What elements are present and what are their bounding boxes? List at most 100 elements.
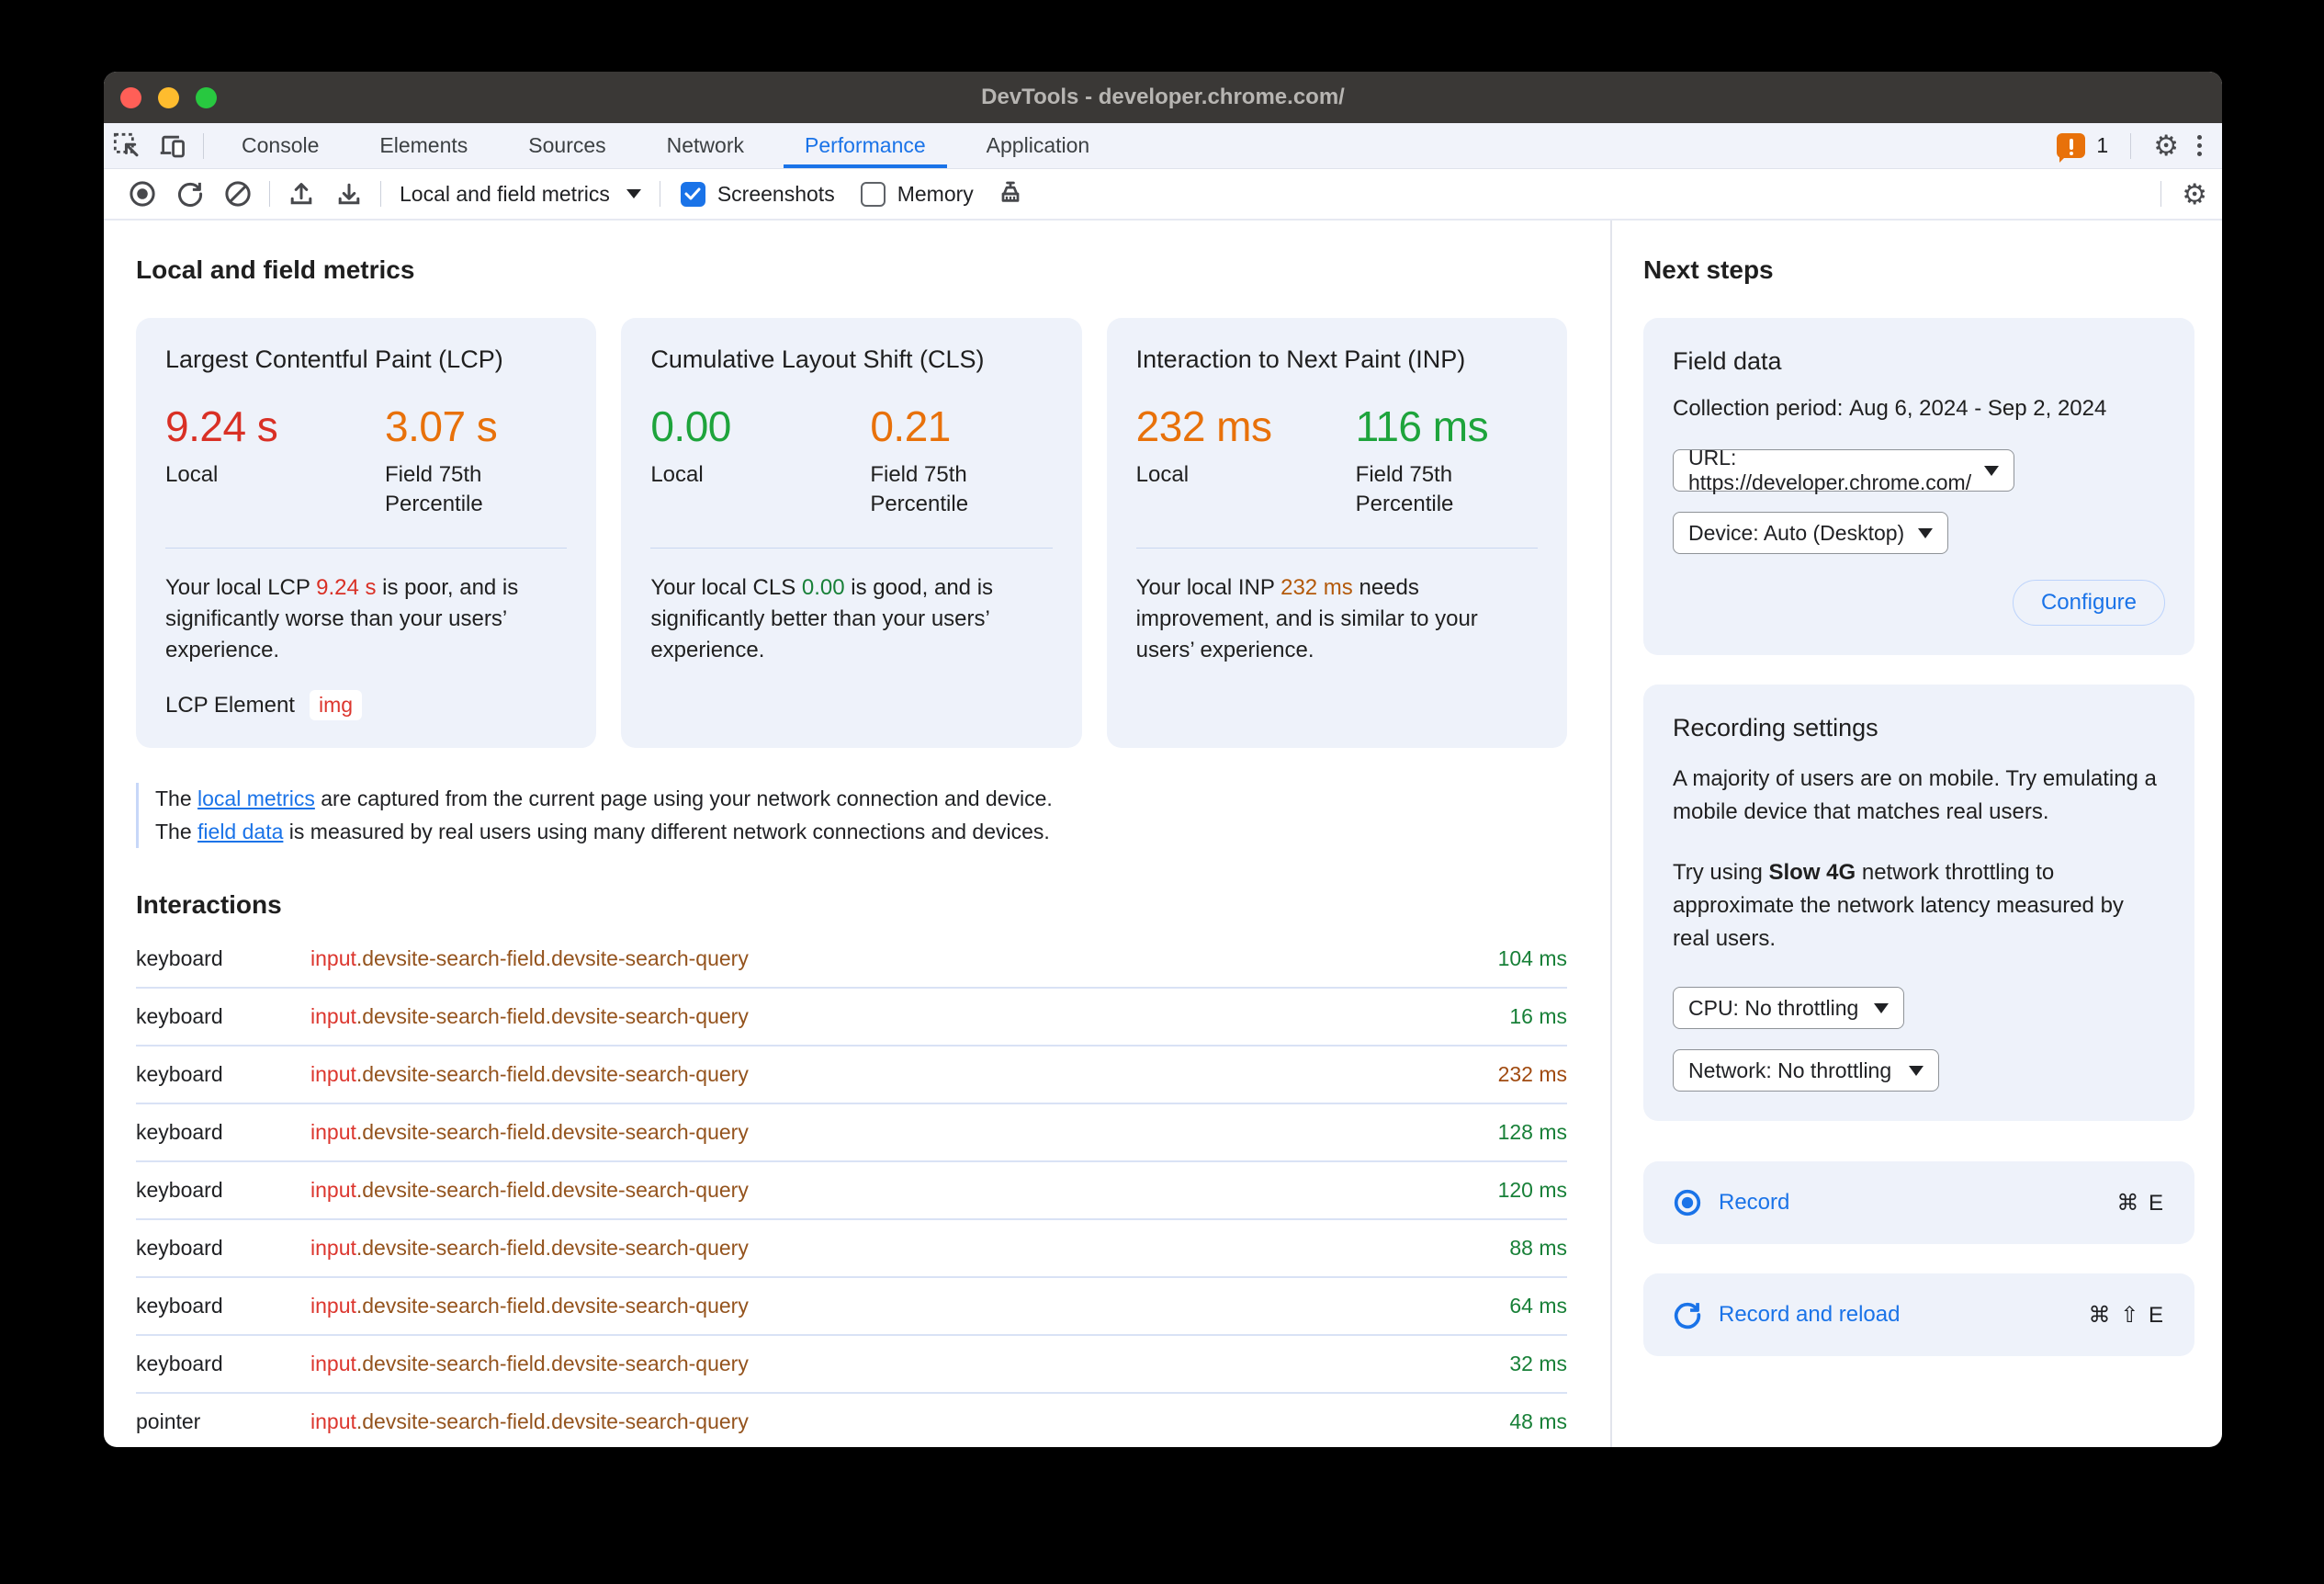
- traffic-lights: [104, 86, 217, 108]
- element-link[interactable]: input.devsite-search-field.devsite-searc…: [310, 946, 749, 971]
- recording-settings-title: Recording settings: [1673, 714, 1878, 741]
- element-link[interactable]: input.devsite-search-field.devsite-searc…: [310, 1294, 749, 1318]
- memory-label: Memory: [897, 181, 974, 206]
- interaction-row[interactable]: keyboard input.devsite-search-field.devs…: [136, 1220, 1567, 1279]
- memory-checkbox[interactable]: Memory: [860, 181, 974, 207]
- chevron-down-icon: [1909, 1065, 1924, 1076]
- local-metrics-link[interactable]: local metrics: [197, 786, 315, 811]
- lcp-field-value: 3.07 s: [385, 402, 498, 450]
- tab-network[interactable]: Network: [666, 133, 744, 157]
- checkbox-checked-icon: [680, 181, 705, 207]
- element-link[interactable]: input.devsite-search-field.devsite-searc…: [310, 1062, 749, 1087]
- tab-console[interactable]: Console: [242, 133, 320, 157]
- tab-elements[interactable]: Elements: [379, 133, 468, 157]
- lcp-card-title: Largest Contentful Paint (LCP): [165, 345, 503, 373]
- collect-garbage-button[interactable]: [987, 175, 1034, 213]
- inp-field-value: 116 ms: [1355, 402, 1489, 450]
- inp-local-value: 232 ms: [1135, 402, 1272, 450]
- interaction-row[interactable]: keyboard input.devsite-search-field.devs…: [136, 989, 1567, 1047]
- chevron-down-icon: [1918, 527, 1933, 538]
- field-data-link[interactable]: field data: [197, 819, 284, 843]
- tab-performance[interactable]: Performance: [784, 123, 947, 168]
- metric-cards: Largest Contentful Paint (LCP) 9.24 s Lo…: [136, 318, 1567, 749]
- save-profile-button[interactable]: [325, 175, 373, 213]
- performance-toolbar: Local and field metrics Screenshots Memo…: [104, 169, 2222, 221]
- record-and-reload-shortcut: ⌘ ⇧ E: [2088, 1302, 2165, 1328]
- cls-field-label: Field 75th Percentile: [870, 462, 969, 517]
- chevron-down-icon: [626, 189, 641, 198]
- record-button[interactable]: [118, 175, 166, 213]
- field-data-title: Field data: [1673, 347, 1782, 375]
- record-and-reload-button[interactable]: [166, 175, 214, 213]
- throttling-tip: Try using Slow 4G network throttling to …: [1673, 860, 2124, 951]
- element-link[interactable]: input.devsite-search-field.devsite-searc…: [310, 1004, 749, 1029]
- url-select[interactable]: URL: https://developer.chrome.com/: [1673, 446, 2014, 494]
- interaction-row[interactable]: keyboard input.devsite-search-field.devs…: [136, 1047, 1567, 1105]
- chevron-down-icon: [1874, 1002, 1889, 1013]
- interaction-row[interactable]: pointer input.devsite-search-field.devsi…: [136, 1394, 1567, 1447]
- note-line-local: The local metrics are captured from the …: [155, 786, 1053, 811]
- screenshots-checkbox[interactable]: Screenshots: [680, 181, 835, 207]
- reload-icon: [1673, 1300, 1702, 1329]
- zoom-window-button[interactable]: [196, 86, 217, 108]
- clear-button[interactable]: [214, 175, 262, 213]
- device-select[interactable]: Device: Auto (Desktop): [1673, 512, 1948, 554]
- inp-card-title: Interaction to Next Paint (INP): [1135, 345, 1466, 373]
- toolbar-separator-1: [269, 181, 270, 207]
- mobile-emulation-tip: A majority of users are on mobile. Try e…: [1673, 766, 2157, 824]
- element-link[interactable]: input.devsite-search-field.devsite-searc…: [310, 1120, 749, 1145]
- next-steps-panel: Next steps Field data Collection period:…: [1612, 221, 2222, 1447]
- cpu-throttling-select[interactable]: CPU: No throttling: [1673, 987, 1904, 1029]
- devtools-tabbar: Console Elements Sources Network Perform…: [104, 123, 2222, 169]
- record-and-reload-action[interactable]: Record and reload ⌘ ⇧ E: [1643, 1273, 2194, 1356]
- minimize-window-button[interactable]: [158, 86, 179, 108]
- note-line-field: The field data is measured by real users…: [155, 819, 1050, 843]
- interaction-row[interactable]: keyboard input.devsite-search-field.devs…: [136, 1336, 1567, 1395]
- checkbox-unchecked-icon: [860, 181, 886, 207]
- issues-counter[interactable]: 1: [2057, 133, 2108, 163]
- cls-card-title: Cumulative Layout Shift (CLS): [650, 345, 985, 373]
- panel-settings-gear-icon[interactable]: ⚙: [2182, 177, 2207, 210]
- inp-local-label: Local: [1135, 462, 1190, 487]
- issues-icon: [2057, 133, 2086, 163]
- inspect-cursor-icon: [113, 132, 141, 160]
- configure-button[interactable]: Configure: [2012, 580, 2165, 626]
- tab-sources[interactable]: Sources: [528, 133, 606, 157]
- more-options-menu[interactable]: [2194, 131, 2206, 160]
- window-title: DevTools - developer.chrome.com/: [981, 85, 1345, 109]
- recording-settings-card: Recording settings A majority of users a…: [1643, 685, 2194, 1121]
- lcp-card: Largest Contentful Paint (LCP) 9.24 s Lo…: [136, 318, 597, 749]
- network-throttling-select[interactable]: Network: No throttling: [1673, 1049, 1939, 1092]
- cls-local-value: 0.00: [650, 402, 731, 450]
- cls-card: Cumulative Layout Shift (CLS) 0.00 Local…: [621, 318, 1082, 749]
- view-mode-select[interactable]: Local and field metrics: [400, 182, 641, 207]
- record-action[interactable]: Record ⌘ E: [1643, 1161, 2194, 1244]
- interaction-row[interactable]: keyboard input.devsite-search-field.devs…: [136, 931, 1567, 990]
- card-divider: [650, 547, 1053, 549]
- interaction-row[interactable]: keyboard input.devsite-search-field.devs…: [136, 1278, 1567, 1337]
- titlebar: DevTools - developer.chrome.com/: [104, 72, 2222, 123]
- device-toolbar-icon: [159, 132, 186, 160]
- panel-divider: [1610, 221, 1612, 1447]
- lcp-element-link[interactable]: img: [309, 690, 363, 721]
- devtools-window: DevTools - developer.chrome.com/ Console: [104, 72, 2222, 1447]
- element-link[interactable]: input.devsite-search-field.devsite-searc…: [310, 1178, 749, 1203]
- toolbar-separator-2: [380, 181, 381, 207]
- screenshots-label: Screenshots: [716, 181, 835, 206]
- card-divider: [165, 547, 568, 549]
- tab-application[interactable]: Application: [986, 133, 1090, 157]
- interaction-row[interactable]: keyboard input.devsite-search-field.devs…: [136, 1104, 1567, 1163]
- page-title: Local and field metrics: [136, 255, 415, 284]
- element-link[interactable]: input.devsite-search-field.devsite-searc…: [310, 1352, 749, 1376]
- cls-description: Your local CLS 0.00 is good, and is sign…: [650, 574, 994, 662]
- element-link[interactable]: input.devsite-search-field.devsite-searc…: [310, 1409, 749, 1434]
- record-icon: [129, 180, 156, 208]
- collection-period: Collection period: Aug 6, 2024 - Sep 2, …: [1673, 396, 2107, 421]
- interaction-row[interactable]: keyboard input.devsite-search-field.devs…: [136, 1162, 1567, 1221]
- close-window-button[interactable]: [120, 86, 141, 108]
- load-profile-button[interactable]: [277, 175, 325, 213]
- device-toolbar-button[interactable]: [150, 123, 196, 168]
- inspect-element-button[interactable]: [104, 123, 150, 168]
- element-link[interactable]: input.devsite-search-field.devsite-searc…: [310, 1236, 749, 1261]
- settings-gear-icon[interactable]: ⚙: [2153, 130, 2179, 162]
